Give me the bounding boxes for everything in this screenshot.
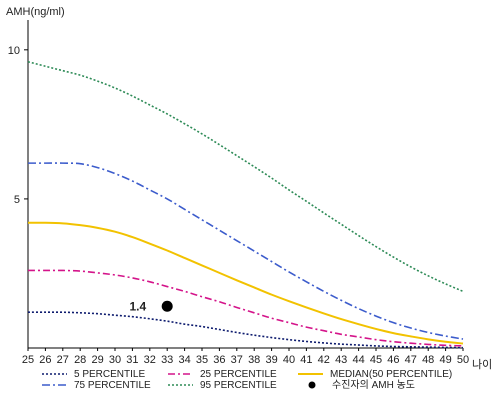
- x-tick-label: 44: [352, 354, 364, 366]
- legend-label: 75 PERCENTILE: [74, 380, 151, 391]
- x-tick-label: 36: [213, 354, 225, 366]
- x-tick-label: 38: [248, 354, 260, 366]
- series-line-p25: [27, 269, 464, 347]
- legend-swatch-point: [308, 381, 316, 389]
- x-tick-label: 33: [161, 354, 173, 366]
- x-tick-label: 32: [144, 354, 156, 366]
- patient-point-label: 1.4: [130, 299, 147, 313]
- series-line-median: [27, 221, 464, 345]
- series-line-p75: [28, 162, 464, 340]
- x-axis-ticks: 25 26 27 28 29 30 31 32 33 34 35 36 37 38 39 40 41 42 43 44…: [22, 348, 469, 366]
- x-tick-label: 39: [265, 354, 277, 366]
- x-tick-label: 47: [405, 354, 417, 366]
- x-tick-label: 49: [439, 354, 451, 366]
- y-tick-label: 10: [8, 45, 20, 57]
- x-tick-label: 43: [335, 354, 347, 366]
- x-tick-label: 31: [126, 354, 138, 366]
- legend-label: MEDIAN(50 PERCENTILE): [330, 369, 452, 380]
- series-line-p95: [27, 60, 464, 293]
- x-tick-label: 45: [370, 354, 382, 366]
- axes: [27, 20, 463, 349]
- legend-label: 5 PERCENTILE: [74, 369, 145, 380]
- x-tick-label: 48: [422, 354, 434, 366]
- legend-label: 수진자의 AMH 농도: [332, 379, 415, 391]
- x-tick-label: 42: [318, 354, 330, 366]
- x-tick-label: 26: [39, 354, 51, 366]
- x-tick-label: 29: [91, 354, 103, 366]
- legend-label: 95 PERCENTILE: [200, 380, 277, 391]
- x-tick-label: 41: [300, 354, 312, 366]
- x-tick-label: 27: [57, 354, 69, 366]
- legend-label: 25 PERCENTILE: [200, 369, 277, 380]
- x-tick-label: 34: [178, 354, 190, 366]
- x-tick-label: 50: [457, 354, 469, 366]
- x-tick-label: 37: [231, 354, 243, 366]
- x-tick-label: 25: [22, 354, 34, 366]
- x-axis-title: 나이: [472, 358, 492, 371]
- patient-point: [161, 300, 173, 312]
- series-lines: [27, 60, 464, 349]
- x-tick-label: 28: [74, 354, 86, 366]
- y-tick-label: 5: [14, 194, 20, 206]
- y-axis-ticks: 5 10: [8, 45, 28, 206]
- x-tick-label: 46: [387, 354, 399, 366]
- x-tick-label: 30: [109, 354, 121, 366]
- y-axis-title: AMH(ng/ml): [6, 6, 65, 18]
- x-tick-label: 40: [283, 354, 295, 366]
- legend: 5 PERCENTILE 25 PERCENTILE MEDIAN(50 PERCE…: [42, 369, 452, 391]
- x-tick-label: 35: [196, 354, 208, 366]
- patient-marker: 1.4: [130, 299, 173, 313]
